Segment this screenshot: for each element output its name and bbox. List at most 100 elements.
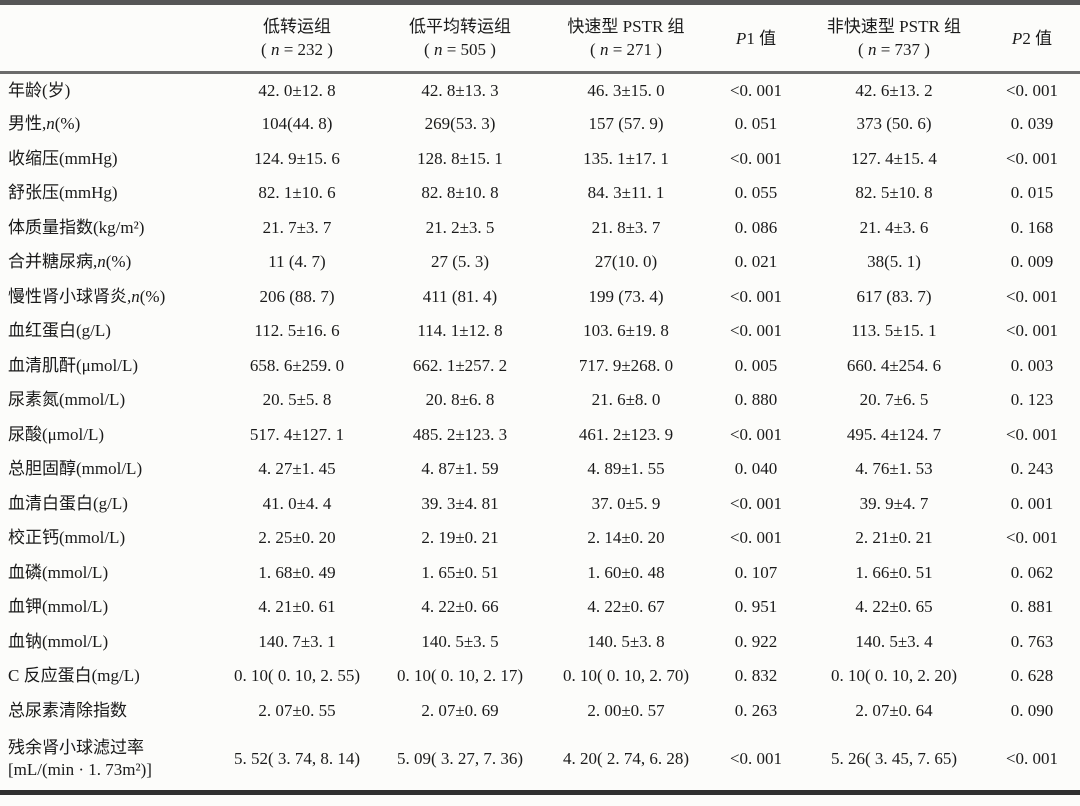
- value-cell: 140. 5±3. 5: [421, 631, 499, 651]
- table-row: 血红蛋白(g/L) 112. 5±16. 6 114. 1±12. 8 103. 6±…: [0, 314, 1080, 349]
- value-cell: 411 (81. 4): [422, 286, 498, 306]
- table-row: C 反应蛋白(mg/L) 0. 10( 0. 10, 2. 55) 0. 10( 0…: [0, 659, 1080, 694]
- p-value-cell: <0. 001: [1005, 748, 1059, 768]
- p-value-cell: <0. 001: [1005, 528, 1059, 548]
- value-cell: 660. 4±254. 6: [846, 355, 942, 375]
- value-cell: 4. 21±0. 61: [258, 597, 336, 617]
- value-cell: 124. 9±15. 6: [254, 148, 340, 168]
- p-value-cell: 0. 040: [734, 459, 778, 479]
- row-label: 总尿素清除指数: [8, 700, 127, 720]
- header-col-p2: P2 值: [984, 2, 1080, 74]
- value-cell: 39. 3±4. 81: [421, 493, 499, 513]
- p-value-cell: 0. 951: [734, 597, 778, 617]
- p-value-cell: 0. 055: [734, 183, 778, 203]
- row-label: 舒张压(mmHg): [8, 183, 118, 203]
- table-row: 慢性肾小球肾炎,n(%) 206 (88. 7) 411 (81. 4) 199 (7…: [0, 280, 1080, 315]
- row-label: C 反应蛋白(mg/L): [8, 666, 140, 686]
- value-cell: 2. 14±0. 20: [587, 528, 665, 548]
- value-cell: 27 (5. 3): [430, 252, 490, 272]
- value-cell: 42. 0±12. 8: [258, 80, 336, 100]
- value-cell: 2. 19±0. 21: [421, 528, 499, 548]
- value-cell: 1. 68±0. 49: [258, 562, 336, 582]
- table-row: 血清白蛋白(g/L) 41. 0±4. 4 39. 3±4. 81 37. 0±5. …: [0, 487, 1080, 522]
- value-cell: 41. 0±4. 4: [262, 493, 332, 513]
- value-cell: 104(44. 8): [261, 114, 333, 134]
- table-row: 尿酸(μmol/L) 517. 4±127. 1 485. 2±123. 3 461.…: [0, 418, 1080, 453]
- row-label: 总胆固醇(mmol/L): [8, 459, 143, 479]
- value-cell: 1. 60±0. 48: [587, 562, 665, 582]
- p-value-cell: <0. 001: [729, 493, 783, 513]
- value-cell: 4. 27±1. 45: [258, 459, 336, 479]
- p-value-cell: 0. 168: [1010, 217, 1054, 237]
- p-value-cell: <0. 001: [729, 321, 783, 341]
- value-cell: 82. 8±10. 8: [421, 183, 499, 203]
- value-cell: 2. 25±0. 20: [258, 528, 336, 548]
- table-row: 血钠(mmol/L) 140. 7±3. 1 140. 5±3. 5 140. 5±3…: [0, 625, 1080, 660]
- row-label: 校正钙(mmol/L): [8, 528, 126, 548]
- value-cell: 4. 22±0. 67: [587, 597, 665, 617]
- value-cell: 11 (4. 7): [268, 252, 326, 272]
- table-header: 低转运组( n = 232 ) 低平均转运组( n = 505 ) 快速型 PSTR…: [0, 2, 1080, 74]
- table-row: 血磷(mmol/L) 1. 68±0. 49 1. 65±0. 51 1. 60±0.…: [0, 556, 1080, 591]
- table-row: 年龄(岁) 42. 0±12. 8 42. 8±13. 3 46. 3±15. 0 <0…: [0, 73, 1080, 108]
- p-value-cell: 0. 090: [1010, 700, 1054, 720]
- p-value-cell: 0. 880: [734, 390, 778, 410]
- value-cell: 2. 07±0. 55: [258, 700, 336, 720]
- row-label: 残余肾小球滤过率 [mL/(min · 1. 73m²)]: [8, 737, 152, 779]
- p-value-cell: <0. 001: [729, 528, 783, 548]
- row-label: 收缩压(mmHg): [8, 148, 118, 168]
- p-value-cell: 0. 021: [734, 252, 778, 272]
- value-cell: 21. 2±3. 5: [425, 217, 495, 237]
- header-col-rapid-pstr: 快速型 PSTR 组( n = 271 ): [544, 2, 708, 74]
- value-cell: 2. 07±0. 69: [421, 700, 499, 720]
- value-cell: 42. 6±13. 2: [855, 80, 933, 100]
- p-value-cell: 0. 062: [1010, 562, 1054, 582]
- value-cell: 658. 6±259. 0: [249, 355, 345, 375]
- p-value-cell: <0. 001: [1005, 424, 1059, 444]
- p-value-cell: 0. 243: [1010, 459, 1054, 479]
- value-cell: 127. 4±15. 4: [851, 148, 937, 168]
- row-label: 合并糖尿病,n(%): [8, 252, 132, 272]
- value-cell: 0. 10( 0. 10, 2. 55): [233, 666, 361, 686]
- value-cell: 1. 66±0. 51: [855, 562, 933, 582]
- table-row: 校正钙(mmol/L) 2. 25±0. 20 2. 19±0. 21 2. 14±0…: [0, 521, 1080, 556]
- row-label: 血清肌酐(μmol/L): [8, 355, 138, 375]
- header-col-non-rapid-pstr: 非快速型 PSTR 组( n = 737 ): [804, 2, 984, 74]
- value-cell: 140. 7±3. 1: [258, 631, 336, 651]
- value-cell: 4. 22±0. 65: [855, 597, 933, 617]
- row-label: 体质量指数(kg/m²): [8, 217, 145, 237]
- p-value-cell: 0. 123: [1010, 390, 1054, 410]
- table-row: 总尿素清除指数 2. 07±0. 55 2. 07±0. 69 2. 00±0. 57…: [0, 694, 1080, 729]
- value-cell: 140. 5±3. 8: [587, 631, 665, 651]
- value-cell: 5. 09( 3. 27, 7. 36): [396, 748, 524, 768]
- row-label: 血钾(mmol/L): [8, 597, 109, 617]
- p-value-cell: 0. 763: [1010, 631, 1054, 651]
- header-col-characteristic: [0, 2, 218, 74]
- row-label: 年龄(岁): [8, 80, 71, 100]
- value-cell: 206 (88. 7): [259, 286, 335, 306]
- value-cell: 82. 5±10. 8: [855, 183, 933, 203]
- value-cell: 140. 5±3. 4: [855, 631, 933, 651]
- p-value-cell: 0. 009: [1010, 252, 1054, 272]
- value-cell: 38(5. 1): [867, 252, 921, 272]
- p-value-cell: 0. 039: [1010, 114, 1054, 134]
- value-cell: 20. 8±6. 8: [425, 390, 495, 410]
- p-value-cell: 0. 005: [734, 355, 778, 375]
- row-label: 尿酸(μmol/L): [8, 424, 104, 444]
- row-label: 男性,n(%): [8, 114, 81, 134]
- value-cell: 4. 87±1. 59: [421, 459, 499, 479]
- value-cell: 0. 10( 0. 10, 2. 70): [562, 666, 690, 686]
- value-cell: 4. 22±0. 66: [421, 597, 499, 617]
- p-value-cell: <0. 001: [729, 148, 783, 168]
- table-row: 总胆固醇(mmol/L) 4. 27±1. 45 4. 87±1. 59 4. 89±…: [0, 452, 1080, 487]
- value-cell: 2. 00±0. 57: [587, 700, 665, 720]
- value-cell: 128. 8±15. 1: [417, 148, 503, 168]
- value-cell: 1. 65±0. 51: [421, 562, 499, 582]
- value-cell: 4. 89±1. 55: [587, 459, 665, 479]
- table-row: 合并糖尿病,n(%) 11 (4. 7) 27 (5. 3) 27(10. 0) 0. …: [0, 245, 1080, 280]
- value-cell: 4. 76±1. 53: [855, 459, 933, 479]
- value-cell: 112. 5±16. 6: [254, 321, 340, 341]
- value-cell: 21. 4±3. 6: [859, 217, 929, 237]
- value-cell: 21. 8±3. 7: [591, 217, 661, 237]
